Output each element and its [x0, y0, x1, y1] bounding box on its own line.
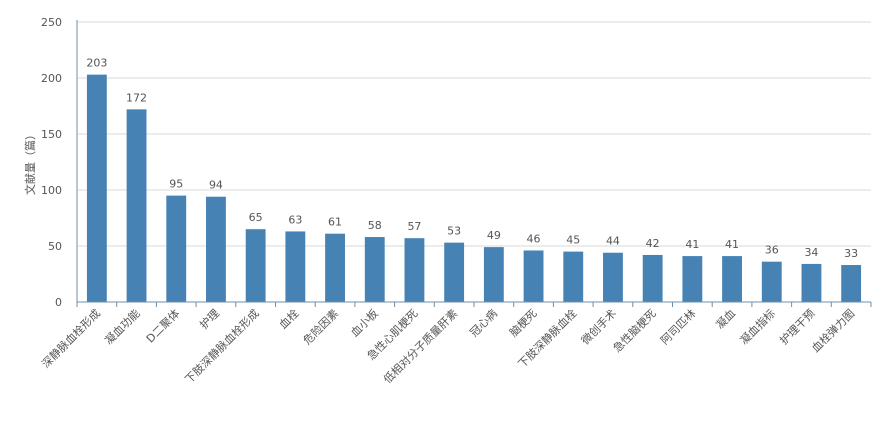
y-tick-label: 250	[41, 16, 62, 29]
bar	[642, 254, 663, 302]
category-label: 凝血功能	[102, 306, 143, 347]
bar	[722, 256, 742, 302]
axes	[76, 20, 872, 307]
data-label: 61	[328, 216, 342, 229]
category-label: 护理	[197, 306, 222, 331]
data-label: 33	[844, 247, 858, 260]
data-label: 34	[804, 246, 818, 259]
category-label: 血小板	[348, 306, 381, 339]
bar	[404, 238, 425, 302]
data-label: 58	[368, 219, 382, 232]
bar	[245, 229, 266, 302]
category-label: D二聚体	[143, 306, 182, 345]
data-label: 95	[169, 178, 183, 191]
bar	[444, 242, 465, 302]
bar	[126, 109, 147, 302]
data-label: 63	[288, 213, 302, 226]
bar	[801, 263, 822, 302]
bar	[483, 247, 504, 302]
data-label: 44	[606, 235, 620, 248]
category-label: 阿司匹林	[657, 306, 698, 347]
category-label: 血栓弹力图	[808, 306, 857, 355]
category-label: 下肢深静脉血栓形成	[182, 306, 262, 386]
data-label: 36	[765, 244, 779, 257]
category-label: 凝血	[713, 306, 738, 331]
data-label: 94	[209, 179, 223, 192]
y-tick-label: 200	[41, 72, 62, 85]
data-label: 49	[487, 229, 501, 242]
bar	[325, 233, 345, 302]
bar	[206, 196, 226, 302]
category-label: 护理干预	[777, 306, 818, 347]
y-tick-label: 0	[55, 296, 62, 309]
y-tick-label: 50	[48, 240, 62, 253]
bar	[285, 231, 306, 302]
category-label: 深静脉血栓形成	[39, 306, 103, 370]
bar	[364, 237, 385, 302]
category-label: 危险因素	[300, 306, 341, 347]
data-label: 41	[725, 238, 739, 251]
gridlines	[77, 21, 871, 247]
y-tick-label: 100	[41, 184, 62, 197]
data-label: 203	[86, 57, 107, 70]
bar	[761, 261, 782, 302]
y-tick-labels: 0 50 100 150 200 250	[41, 16, 62, 309]
data-label: 53	[447, 225, 461, 238]
bar	[166, 195, 187, 302]
category-label: 低相对分子质量肝素	[380, 306, 460, 386]
y-axis-title: 文献量（篇）	[23, 129, 37, 195]
category-label: 急性脑梗死	[610, 306, 659, 355]
category-label: 冠心病	[467, 306, 500, 339]
data-labels: 203 172 95 94 65 63 61 58 57 53 49 46 45 44 42 41 41 36 34…	[86, 57, 858, 260]
bars	[86, 74, 862, 302]
data-label: 45	[566, 234, 580, 247]
category-label: 微创手术	[578, 306, 619, 347]
bar	[841, 265, 862, 302]
data-label: 46	[527, 232, 541, 245]
data-label: 42	[646, 237, 660, 250]
category-label: 血栓	[276, 306, 301, 331]
category-label: 脑梗死	[506, 306, 539, 339]
data-label: 172	[126, 91, 147, 104]
bar	[86, 74, 107, 302]
category-label: 凝血指标	[737, 306, 778, 347]
bar	[603, 252, 623, 302]
bar	[682, 256, 703, 302]
bar	[563, 251, 584, 302]
data-label: 41	[685, 238, 699, 251]
y-tick-label: 150	[41, 128, 62, 141]
bar	[523, 250, 544, 302]
data-label: 57	[407, 220, 421, 233]
data-label: 65	[249, 211, 263, 224]
